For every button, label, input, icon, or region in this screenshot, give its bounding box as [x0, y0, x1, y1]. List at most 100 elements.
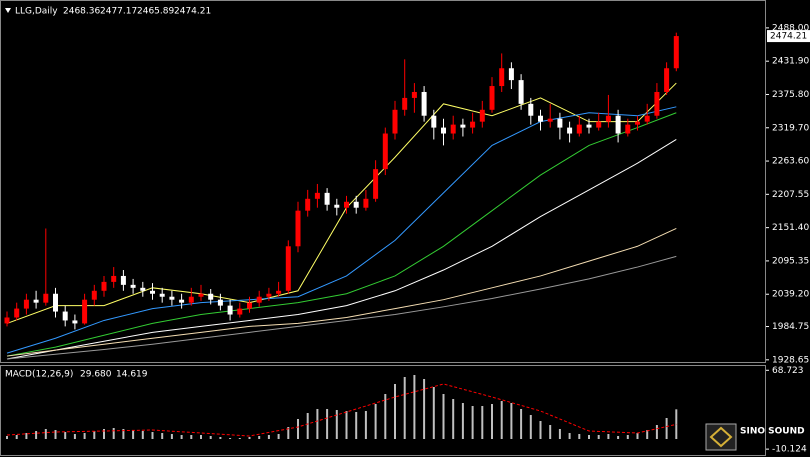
candle-body [334, 204, 340, 208]
candle-body [508, 68, 514, 81]
candle-body [489, 86, 495, 110]
macd-frame [0, 365, 766, 456]
candle-body [392, 109, 398, 134]
candle-body [479, 109, 485, 122]
candle-body [169, 296, 175, 300]
y-tick-label: 2319.70 [772, 123, 809, 133]
candle-body [101, 281, 107, 291]
candle-body [644, 115, 650, 122]
candle-body [33, 299, 39, 303]
candle-body [237, 308, 243, 315]
candle-body [247, 302, 252, 309]
candle-body [295, 210, 301, 247]
y-tick-label: 2488.00 [772, 23, 809, 33]
candle-body [150, 290, 155, 294]
y-tick-label: 1928.65 [772, 355, 809, 365]
candle-body [625, 124, 631, 134]
candle-body [62, 311, 68, 321]
candle-body [276, 290, 282, 294]
candle-body [305, 198, 311, 211]
candle-body [324, 192, 330, 205]
header-value: 2465.89 [137, 7, 174, 17]
candle-body [431, 115, 437, 128]
moving-average [6, 255, 677, 360]
candle-body [654, 91, 660, 116]
candle-body [130, 284, 136, 288]
candle-body [673, 36, 679, 69]
candle-body [450, 124, 456, 134]
candle-body [23, 299, 29, 309]
candle-body [227, 305, 233, 315]
candle-body [14, 308, 20, 318]
y-tick-label: 2431.90 [772, 57, 809, 67]
last-price-box [767, 30, 810, 43]
candle-body [82, 299, 88, 324]
indicator-value: 29.680 [80, 370, 112, 380]
indicator-title: MACD(12,26,9) [5, 370, 73, 380]
candle-body [266, 293, 272, 297]
candle-body [421, 91, 427, 116]
header-value: 2477.17 [100, 7, 137, 17]
candle-body [557, 118, 563, 128]
candle-body [373, 169, 379, 199]
indicator-value: 14.619 [116, 370, 148, 380]
candle-body [470, 121, 476, 128]
candle-body [596, 121, 602, 128]
candle-body [411, 91, 417, 98]
candle-body [159, 293, 165, 297]
header-value: 2468.36 [63, 7, 100, 17]
candle-body [528, 103, 534, 116]
candle-body [499, 68, 505, 87]
y-tick-label: 2039.20 [772, 290, 809, 300]
y-tick-label: 2375.80 [772, 90, 809, 100]
candle-body [567, 127, 573, 134]
candle-body [217, 299, 223, 306]
candle-body [382, 133, 388, 170]
moving-average [6, 139, 677, 360]
y-tick-label: 2095.35 [772, 256, 809, 266]
candle-body [179, 299, 185, 303]
price-frame [0, 0, 766, 363]
candle-body [111, 275, 117, 282]
candle-body [518, 80, 524, 104]
candle-body [538, 115, 543, 122]
moving-average [6, 228, 677, 357]
candle-body [363, 198, 369, 208]
candle-body [72, 320, 78, 324]
candle-body [441, 127, 446, 134]
moving-average [6, 106, 677, 354]
candle-body [615, 115, 621, 134]
candle-body [344, 201, 349, 208]
candle-body [586, 124, 592, 128]
candle-body [120, 275, 126, 285]
candle-body [140, 287, 146, 291]
candle-body [576, 124, 582, 134]
candle-body [43, 293, 49, 303]
menu-arrow [5, 8, 11, 13]
candle-body [314, 192, 320, 199]
candle-body [208, 293, 214, 300]
y-tick-label: 68.723 [772, 366, 804, 376]
candle-body [198, 293, 204, 297]
candle-body [256, 296, 262, 303]
y-tick-label: 1984.75 [772, 322, 809, 332]
candle-body [285, 246, 291, 291]
signal-line [6, 383, 677, 437]
candle-body [188, 296, 194, 303]
header-value: 2474.21 [174, 7, 211, 17]
symbol: LLG,Daily [15, 7, 58, 17]
candle-body [4, 317, 10, 324]
candle-body [53, 293, 58, 312]
y-tick-label: 2151.40 [772, 223, 809, 233]
last-price: 2474.21 [770, 32, 807, 42]
candle-body [664, 68, 670, 92]
watermark-text: SINO SOUND [740, 427, 805, 437]
candle-body [635, 121, 640, 125]
candle-body [353, 201, 359, 208]
candle-body [460, 124, 466, 128]
candle-body [547, 118, 553, 122]
y-tick-label: -10.124 [772, 445, 807, 455]
watermark: SINO SOUND [705, 423, 805, 451]
candle-body [605, 115, 611, 122]
